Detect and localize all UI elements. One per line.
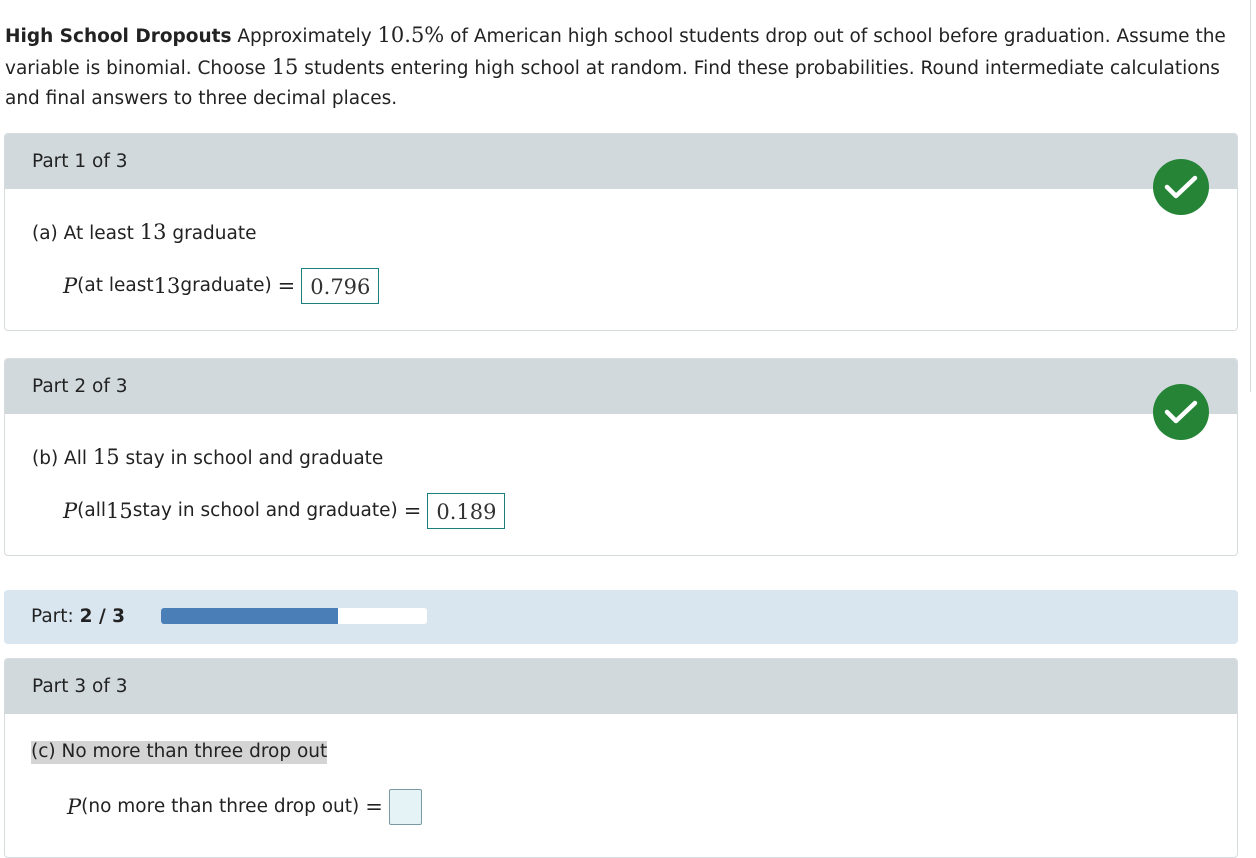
part-3-answer-input[interactable] bbox=[388, 789, 422, 825]
probability-symbol: P bbox=[63, 499, 78, 523]
part-3-answer-line: P (no more than three drop out) = bbox=[67, 788, 422, 826]
probability-close: graduate) bbox=[180, 275, 272, 296]
part-1-header: Part 1 of 3 bbox=[5, 134, 1237, 189]
progress-bar bbox=[161, 608, 427, 624]
part-1-question: (a) At least 13 graduate bbox=[32, 218, 257, 248]
part-3-question-text: (c) No more than three drop out bbox=[31, 741, 328, 764]
probability-number: 15 bbox=[105, 499, 133, 523]
question-suffix: graduate bbox=[166, 223, 257, 244]
checkmark-circle-icon bbox=[1153, 159, 1209, 215]
problem-statement: High School Dropouts Approximately 10.5%… bbox=[5, 20, 1241, 114]
equals-sign: = bbox=[365, 795, 383, 819]
problem-title: High School Dropouts bbox=[5, 26, 232, 47]
probability-symbol: P bbox=[67, 795, 82, 819]
part-1-answer-line: P (at least 13 graduate) = 0.796 bbox=[63, 267, 380, 305]
part-2-question: (b) All 15 stay in school and graduate bbox=[32, 443, 383, 473]
part-1-answer-field[interactable]: 0.796 bbox=[301, 268, 380, 304]
probability-text: (no more than three drop out) bbox=[81, 796, 360, 817]
progress-label: Part: bbox=[31, 606, 80, 627]
equals-sign: = bbox=[403, 499, 422, 523]
question-number: 15 bbox=[92, 445, 120, 469]
problem-text-2: of American high school students drop ou… bbox=[5, 26, 1226, 79]
probability-close: stay in school and graduate) bbox=[132, 500, 398, 521]
equals-sign: = bbox=[277, 274, 296, 298]
part-2-answer-field[interactable]: 0.189 bbox=[427, 493, 506, 529]
probability-symbol: P bbox=[63, 274, 78, 298]
question-suffix: stay in school and graduate bbox=[119, 448, 384, 469]
problem-text-1: Approximately bbox=[231, 26, 378, 47]
progress-value: 2 / 3 bbox=[79, 606, 126, 627]
part-3-question: (c) No more than three drop out bbox=[31, 738, 328, 766]
probability-open: (at least bbox=[77, 275, 154, 296]
part-3-header: Part 3 of 3 bbox=[5, 659, 1237, 714]
probability-number: 13 bbox=[153, 274, 181, 298]
part-3-card: Part 3 of 3 (c) No more than three drop … bbox=[4, 658, 1238, 858]
probability-open: (all bbox=[77, 500, 106, 521]
part-2-answer-line: P (all 15 stay in school and graduate) = 0.… bbox=[63, 492, 506, 530]
part-2-card: Part 2 of 3 (b) All 15 stay in school an… bbox=[4, 358, 1238, 556]
question-number: 13 bbox=[139, 220, 167, 244]
checkmark-circle-icon bbox=[1153, 384, 1209, 440]
part-2-header: Part 2 of 3 bbox=[5, 359, 1237, 414]
part-progress: Part: 2 / 3 bbox=[4, 590, 1238, 644]
problem-text-3: students entering high school at random.… bbox=[5, 58, 1220, 109]
part-1-card: Part 1 of 3 (a) At least 13 graduate P (a… bbox=[4, 133, 1238, 331]
question-prefix: (a) At least bbox=[32, 223, 140, 244]
right-edge-divider bbox=[1250, 0, 1251, 392]
problem-percent: 10.5% bbox=[377, 23, 445, 47]
progress-bar-fill bbox=[161, 608, 339, 624]
question-prefix: (b) All bbox=[32, 448, 93, 469]
problem-n: 15 bbox=[271, 55, 299, 79]
